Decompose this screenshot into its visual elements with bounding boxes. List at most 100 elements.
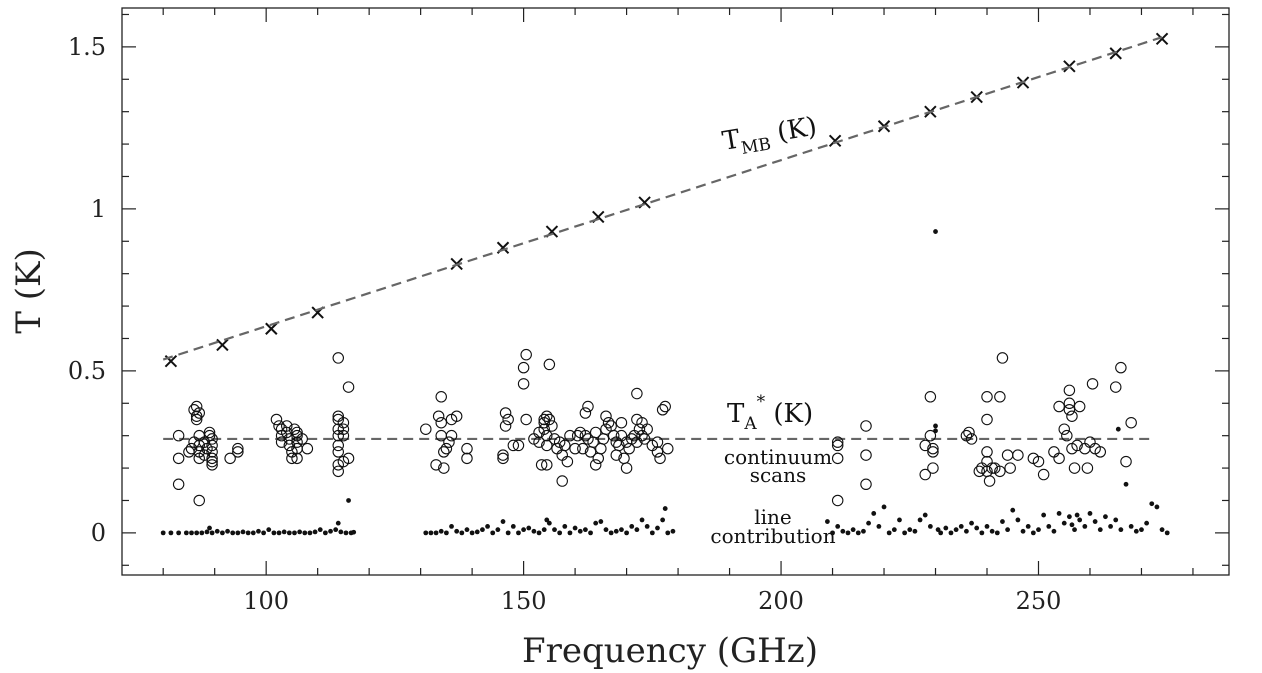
- continuum-point: [654, 452, 666, 465]
- line-contribution-point: [541, 527, 547, 533]
- continuum-point: [600, 410, 612, 422]
- line-contribution-point: [335, 520, 341, 526]
- continuum-point: [288, 423, 301, 435]
- continuum-point: [1071, 439, 1083, 452]
- continuum-point: [636, 429, 648, 442]
- line-contribution-point: [1128, 524, 1134, 529]
- line-contribution-point: [613, 528, 619, 534]
- x-tick-label: 250: [1016, 587, 1062, 615]
- continuum-point: [831, 452, 844, 465]
- line-contribution-point: [1041, 512, 1047, 518]
- line-contribution-point: [449, 524, 454, 529]
- line-contribution-point: [557, 530, 563, 536]
- chart-marks: [160, 32, 1170, 536]
- line-contribution-point: [346, 498, 351, 503]
- line-contribution-point: [194, 530, 200, 536]
- continuum-point: [1084, 436, 1096, 448]
- dashed-fit-line: [162, 36, 1163, 361]
- tmb-annotation: TMB (K): [720, 112, 819, 159]
- line-contribution-point: [510, 524, 516, 529]
- line-contribution-point: [588, 530, 593, 536]
- line-contribution-point: [281, 529, 287, 535]
- line-contribution-point: [297, 529, 303, 535]
- line-contribution-point: [845, 530, 851, 536]
- line-contribution-point: [917, 517, 923, 523]
- line-contribution-point: [577, 528, 583, 534]
- continuum-point: [497, 452, 509, 465]
- continuum-point: [983, 475, 996, 487]
- line-contribution-point: [927, 524, 933, 529]
- continuum-point: [190, 413, 203, 426]
- continuum-point: [461, 452, 473, 465]
- line-contribution-point: [526, 525, 532, 531]
- continuum-point: [337, 423, 350, 435]
- line-contribution-point: [953, 527, 959, 533]
- line-contribution-point: [1092, 519, 1098, 524]
- line-contribution-point: [1056, 511, 1062, 516]
- continuum-point: [497, 449, 509, 461]
- continuum-point: [1066, 410, 1078, 422]
- line-contribution-point: [1154, 504, 1160, 510]
- line-contribution-point: [428, 530, 434, 536]
- continuum-point: [435, 391, 447, 403]
- tmb-point-stroke: [1155, 32, 1169, 45]
- line-contribution-point: [1005, 527, 1010, 533]
- line-contribution-point: [250, 530, 256, 536]
- continuum-point: [577, 442, 589, 455]
- line-contribution-point: [1066, 514, 1072, 520]
- y-tick-label: 0: [91, 519, 106, 547]
- continuum-point: [332, 439, 345, 452]
- line-contribution-point: [343, 530, 349, 536]
- continuum-point: [535, 459, 548, 471]
- tmb-subscript: MB: [740, 134, 773, 159]
- line-contribution-point: [500, 519, 506, 524]
- line-contribution-point: [521, 527, 527, 533]
- continuum-point: [283, 433, 296, 445]
- continuum-point: [206, 446, 218, 458]
- continuum-point: [569, 442, 581, 455]
- line-contribution-point: [302, 530, 308, 536]
- line-contribution-point: [1144, 520, 1150, 526]
- line-contribution-point: [938, 530, 944, 536]
- continuum-point: [541, 429, 553, 442]
- tmb-point: [265, 322, 278, 335]
- line-contribution-point: [1149, 501, 1155, 507]
- line-contribution-point: [660, 517, 666, 523]
- continuum-point: [543, 358, 556, 371]
- continuum-point: [185, 442, 198, 455]
- line-contribution-point: [1139, 527, 1144, 533]
- continuum-point: [927, 446, 939, 458]
- line-contribution-point: [608, 530, 614, 536]
- continuum-point: [541, 439, 553, 452]
- line-contribution-point: [207, 525, 212, 531]
- continuum-point: [589, 459, 602, 471]
- line-contribution-point: [855, 530, 861, 536]
- line-contribution-point: [333, 527, 339, 533]
- continuum-point: [927, 442, 939, 455]
- continuum-point: [301, 442, 314, 455]
- continuum-point: [183, 446, 195, 458]
- line-contribution-point: [454, 528, 460, 534]
- continuum-point: [440, 442, 453, 455]
- continuum-point: [595, 442, 607, 455]
- continuum-point: [1115, 361, 1127, 374]
- continuum-point: [538, 413, 550, 426]
- continuum-point: [965, 433, 978, 445]
- continuum-point: [994, 465, 1006, 478]
- line-contribution-point: [572, 525, 578, 531]
- continuum-point: [659, 400, 671, 413]
- line-contribution-point: [649, 530, 655, 536]
- continuum-point: [651, 436, 664, 448]
- line-contribution-point: [933, 428, 938, 434]
- continuum-label-line1: continuum: [724, 445, 832, 469]
- line-contribution-point: [292, 530, 297, 536]
- line-contribution-point: [168, 530, 174, 536]
- continuum-point: [224, 452, 236, 465]
- tmb-point-stroke: [216, 338, 229, 352]
- continuum-point: [1073, 400, 1086, 413]
- continuum-point: [651, 446, 664, 458]
- continuum-point: [831, 436, 844, 448]
- continuum-point: [438, 462, 450, 474]
- continuum-point: [1004, 462, 1016, 474]
- line-contribution-point: [603, 527, 609, 533]
